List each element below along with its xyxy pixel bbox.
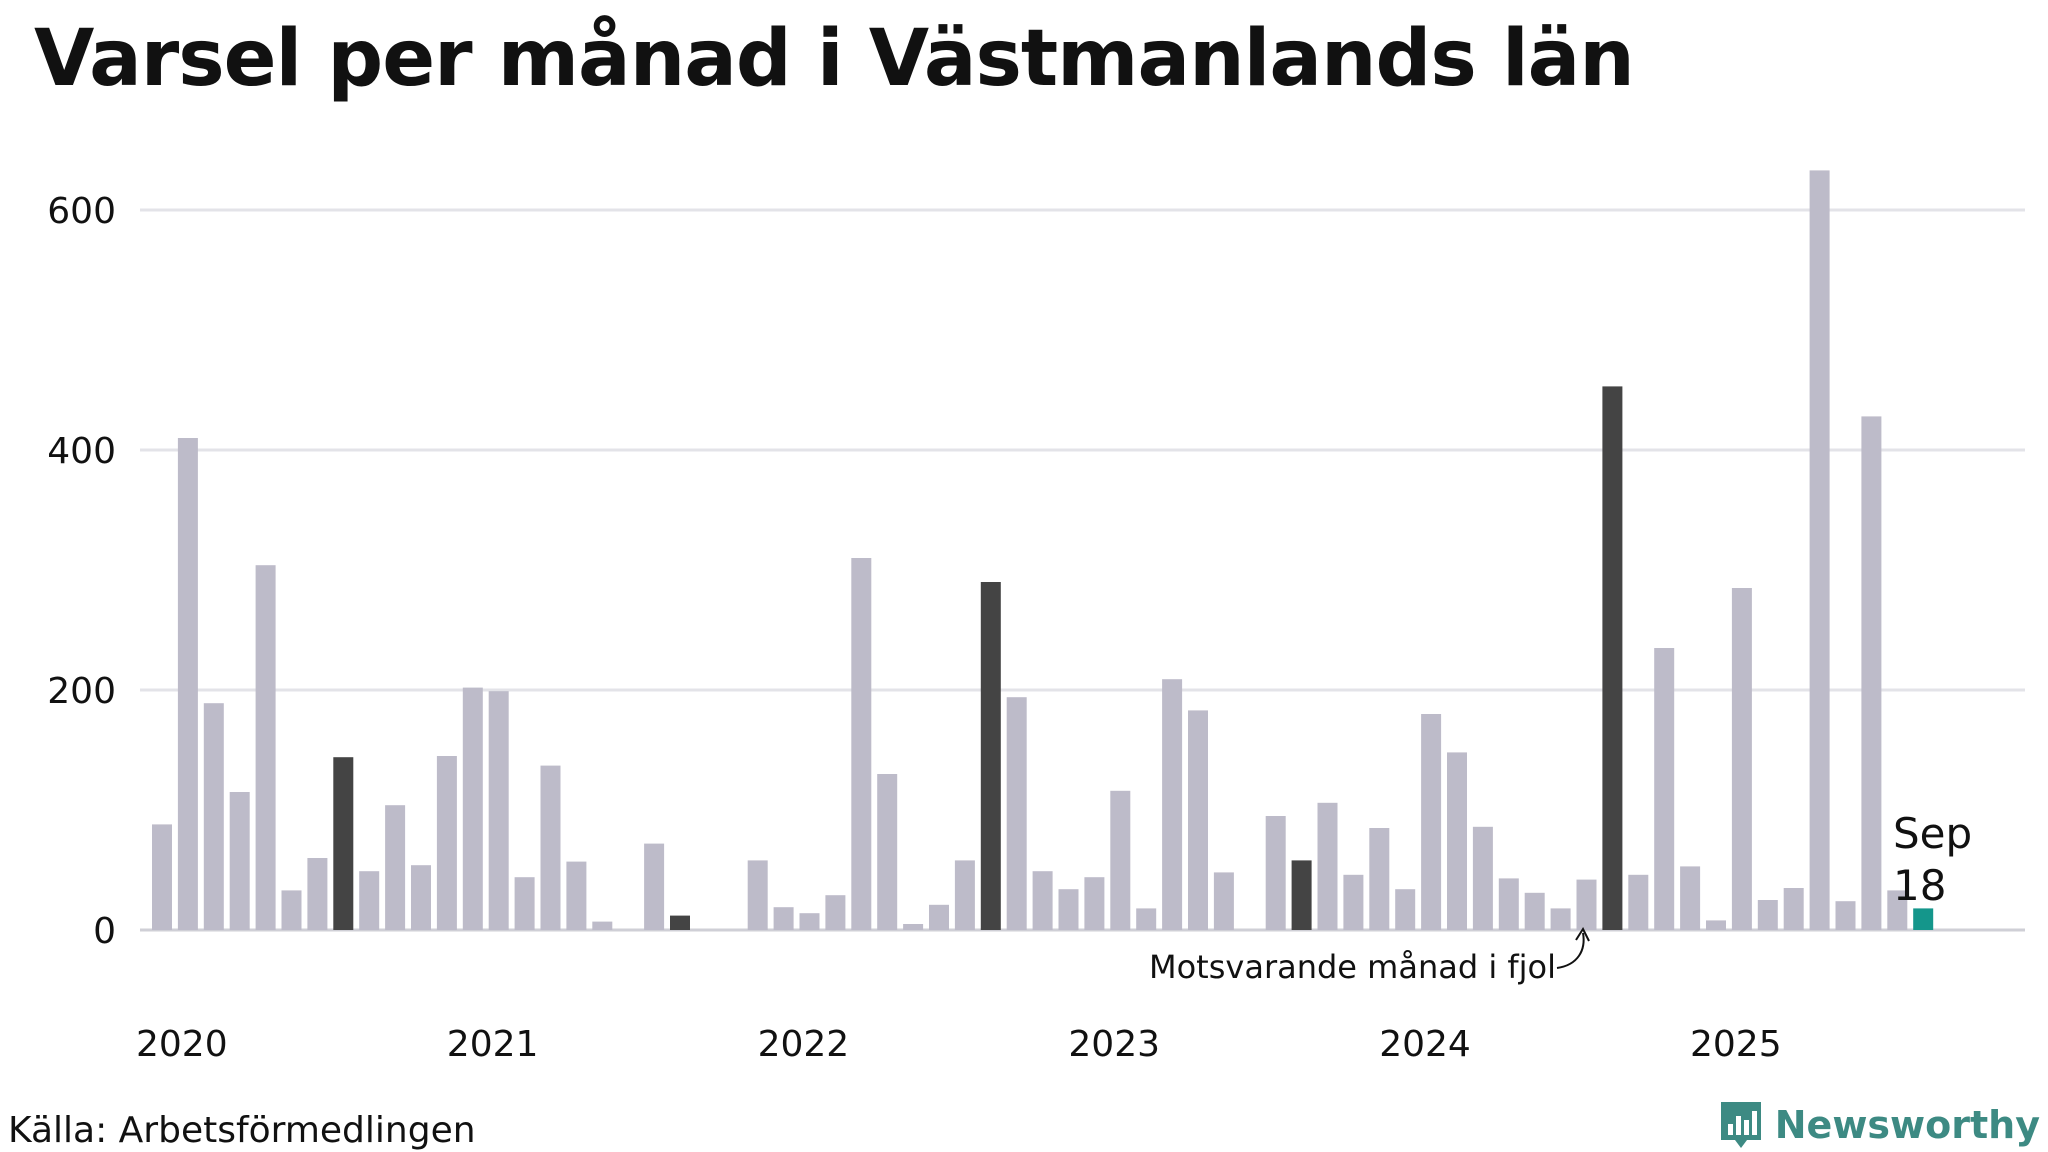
bar-2023-12 — [1369, 828, 1390, 930]
bar-2021-12 — [747, 860, 768, 930]
bar-2024-10 — [1628, 874, 1649, 930]
bar-2021-06 — [592, 921, 613, 930]
bar-2024-04 — [1472, 826, 1493, 930]
bar-2021-09 — [670, 915, 690, 930]
bar-2020-11 — [411, 865, 431, 930]
bar-2025-08 — [1887, 890, 1908, 930]
bar-2022-12 — [1058, 889, 1079, 930]
bar-2024-12 — [1680, 866, 1701, 930]
bar-2022-06 — [903, 924, 924, 930]
bar-2021-03 — [514, 877, 535, 930]
bar-2021-08 — [644, 843, 665, 930]
bar-2023-09 — [1291, 860, 1312, 930]
bar-2021-05 — [566, 861, 587, 930]
bar-2022-05 — [877, 774, 898, 930]
y-tick-label: 600 — [47, 191, 116, 232]
bar-2022-03 — [825, 895, 846, 930]
bar-2023-06 — [1213, 872, 1234, 930]
bar-2020-08 — [333, 757, 354, 930]
bar-2025-04 — [1783, 888, 1804, 930]
bar-2024-08 — [1576, 879, 1597, 930]
bar-2021-04 — [540, 765, 561, 930]
y-axis: 0 200 400 600 — [47, 191, 116, 952]
bar-2024-01 — [1395, 889, 1416, 930]
annotation-text: Motsvarande månad i fjol — [1149, 948, 1556, 986]
newsworthy-logo-icon — [1720, 1102, 1761, 1148]
bar-2022-09 — [980, 582, 1001, 930]
bar-2025-06 — [1835, 901, 1856, 930]
bar-2022-11 — [1032, 871, 1053, 930]
bar-2025-02 — [1731, 588, 1752, 930]
current-value-label: 18 — [1893, 861, 1946, 910]
bar-2022-01 — [773, 907, 794, 930]
bar-2023-04 — [1162, 679, 1183, 930]
x-axis: 2020 2021 2022 2023 2024 2025 — [136, 1024, 1782, 1065]
bar-2024-11 — [1654, 648, 1675, 930]
current-month-label: Sep — [1893, 809, 1972, 858]
bar-2022-02 — [799, 913, 820, 930]
brand-logo: Newsworthy — [1717, 1098, 2040, 1152]
bar-2020-03 — [203, 703, 224, 930]
bar-2021-02 — [488, 691, 509, 930]
bar-2020-12 — [436, 756, 457, 930]
x-tick-label-2020: 2020 — [136, 1024, 228, 1065]
x-tick-label-2022: 2022 — [758, 1024, 850, 1065]
bar-2023-08 — [1265, 816, 1286, 930]
bar-2024-02 — [1421, 714, 1442, 930]
bar-2022-08 — [954, 860, 975, 930]
annotation: Motsvarande månad i fjol — [1149, 926, 1590, 986]
bar-2024-05 — [1498, 878, 1519, 930]
bar-2024-06 — [1524, 892, 1545, 930]
bar-2025-07 — [1861, 416, 1882, 930]
bar-2023-03 — [1136, 908, 1157, 930]
bar-2023-05 — [1188, 710, 1208, 930]
bar-2023-01 — [1084, 877, 1105, 930]
bar-2021-01 — [462, 687, 483, 930]
bar-2025-03 — [1757, 900, 1778, 930]
x-tick-label-2023: 2023 — [1068, 1024, 1160, 1065]
y-tick-label: 0 — [93, 911, 116, 952]
bar-2020-10 — [385, 805, 406, 930]
chart-title: Varsel per månad i Västmanlands län — [34, 14, 1635, 104]
bar-2024-09 — [1602, 386, 1623, 930]
bar-2022-07 — [929, 904, 949, 930]
bar-2025-09 — [1913, 908, 1934, 930]
bar-2020-04 — [229, 792, 250, 930]
brand-name: Newsworthy — [1774, 1103, 2040, 1147]
annotation-arrowhead — [1575, 926, 1590, 942]
bar-2022-04 — [851, 558, 872, 930]
bar-2023-10 — [1317, 802, 1338, 930]
bar-2020-05 — [255, 565, 276, 930]
x-tick-label-2024: 2024 — [1379, 1024, 1471, 1065]
bar-2024-03 — [1447, 752, 1467, 930]
bar-2023-02 — [1110, 790, 1131, 930]
bar-2025-05 — [1809, 170, 1830, 930]
bar-2020-09 — [359, 871, 380, 930]
bars — [152, 170, 1934, 930]
y-tick-label: 200 — [47, 671, 116, 712]
annotation-arrow — [1556, 932, 1585, 969]
bar-2022-10 — [1006, 697, 1027, 930]
bar-2020-07 — [307, 858, 328, 930]
y-tick-label: 400 — [47, 431, 116, 472]
x-tick-label-2021: 2021 — [447, 1024, 539, 1065]
current-value-callout: Sep 18 — [1893, 809, 1972, 910]
bar-2024-07 — [1550, 908, 1571, 930]
bar-2023-11 — [1343, 874, 1364, 930]
bar-2020-01 — [152, 824, 172, 930]
bar-2025-01 — [1706, 920, 1726, 930]
bar-2020-06 — [281, 890, 302, 930]
x-tick-label-2025: 2025 — [1690, 1024, 1782, 1065]
bar-2020-02 — [177, 438, 198, 930]
source-note: Källa: Arbetsförmedlingen — [8, 1110, 476, 1151]
